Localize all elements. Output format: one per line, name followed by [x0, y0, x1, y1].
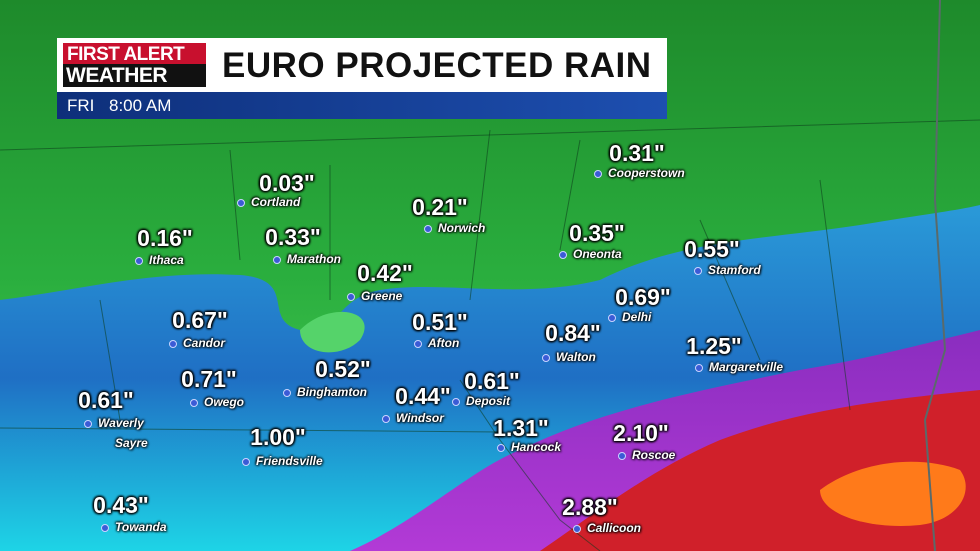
city-name: Windsor: [396, 411, 444, 425]
rain-amount: 0.03": [259, 170, 315, 196]
city-marker: [169, 340, 177, 348]
city-marker: [273, 256, 281, 264]
city-marker: [347, 293, 355, 301]
city-name: Norwich: [438, 221, 486, 235]
city-name: Cortland: [251, 195, 301, 209]
city-marker: [559, 251, 567, 259]
city-name: Oneonta: [573, 247, 622, 261]
city-name: Stamford: [708, 263, 761, 277]
logo: FIRST ALERT WEATHER: [63, 43, 206, 87]
rain-amount: 0.61": [464, 368, 520, 394]
city-name: Afton: [428, 336, 460, 350]
city-name: Deposit: [466, 394, 511, 408]
city-marker: [608, 314, 616, 322]
city-name: Marathon: [287, 252, 341, 266]
city-marker: [101, 524, 109, 532]
rain-amount: 0.33": [265, 224, 321, 250]
city-name: Walton: [556, 350, 596, 364]
city-marker: [695, 364, 703, 372]
rain-amount: 0.51": [412, 309, 468, 335]
city-marker: [542, 354, 550, 362]
time-bar: FRI 8:00 AM: [57, 92, 667, 119]
city-name: Callicoon: [587, 521, 642, 535]
city-name: Greene: [361, 289, 403, 303]
city-name: Delhi: [622, 310, 652, 324]
city-marker: [135, 257, 143, 265]
city-name: Binghamton: [297, 385, 367, 399]
rain-amount: 0.43": [93, 492, 149, 518]
logo-text: FIRST ALERT: [67, 44, 185, 65]
city-marker: [414, 340, 422, 348]
city-name: Hancock: [511, 440, 562, 454]
title: EURO PROJECTED RAIN: [222, 46, 652, 85]
rain-amount: 1.00": [250, 424, 306, 450]
rain-amount: 0.67": [172, 307, 228, 333]
city-marker: [283, 389, 291, 397]
city-marker: [424, 225, 432, 233]
rain-amount: 0.42": [357, 260, 413, 286]
city-name: Margaretville: [709, 360, 784, 374]
city-name: Waverly: [98, 416, 144, 430]
city-marker: [84, 420, 92, 428]
header: FIRST ALERT WEATHER EURO PROJECTED RAIN: [57, 38, 667, 92]
rain-amount: 0.71": [181, 366, 237, 392]
rain-amount: 0.84": [545, 320, 601, 346]
city-marker: [694, 267, 702, 275]
rain-amount: 2.10": [613, 420, 669, 446]
day: FRI: [67, 96, 95, 115]
city-name: Roscoe: [632, 448, 676, 462]
city-name: Owego: [204, 395, 245, 409]
rain-amount: 1.31": [493, 415, 549, 441]
rain-amount: 0.52": [315, 356, 371, 382]
city-marker: [497, 444, 505, 452]
city-marker: [382, 415, 390, 423]
city-marker: [242, 458, 250, 466]
city-name: Ithaca: [149, 253, 184, 267]
rain-amount: 2.88": [562, 494, 618, 520]
rain-amount: 1.25": [686, 333, 742, 359]
city-name: Sayre: [115, 436, 148, 450]
rain-amount: 0.21": [412, 194, 468, 220]
rain-amount: 0.31": [609, 140, 665, 166]
city-name: Friendsville: [256, 454, 323, 468]
city-marker: [237, 199, 245, 207]
city-marker: [594, 170, 602, 178]
city-name: Cooperstown: [608, 166, 685, 180]
rain-amount: 0.69": [615, 284, 671, 310]
rain-amount: 0.35": [569, 220, 625, 246]
logo-text: WEATHER: [63, 64, 206, 87]
city-name: Towanda: [115, 520, 167, 534]
rain-amount: 0.44": [395, 383, 451, 409]
time: 8:00 AM: [109, 96, 172, 115]
city-name: Candor: [183, 336, 225, 350]
rain-amount: 0.61": [78, 387, 134, 413]
city-marker: [618, 452, 626, 460]
city-marker: [452, 398, 460, 406]
rain-amount: 0.16": [137, 225, 193, 251]
city-marker: [573, 525, 581, 533]
city-marker: [190, 399, 198, 407]
rain-amount: 0.55": [684, 236, 740, 262]
